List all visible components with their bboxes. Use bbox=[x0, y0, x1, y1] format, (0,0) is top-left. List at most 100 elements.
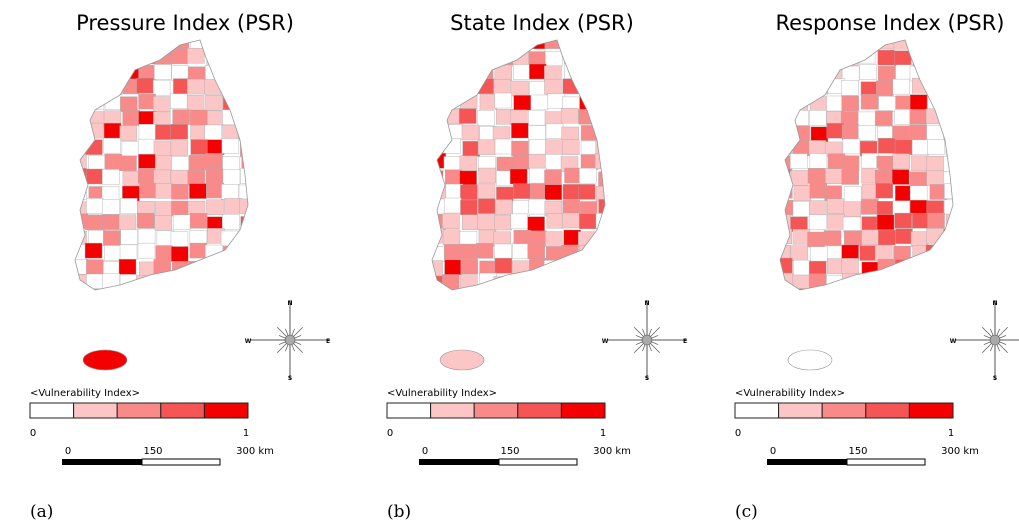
legend-title: <Vulnerability Index> bbox=[735, 388, 845, 399]
district bbox=[527, 243, 545, 260]
district bbox=[85, 77, 104, 94]
district bbox=[791, 110, 809, 126]
district bbox=[876, 201, 895, 217]
district bbox=[432, 63, 443, 79]
coastline bbox=[74, 39, 249, 291]
district bbox=[477, 139, 496, 155]
district bbox=[874, 245, 893, 261]
scale-bar-black bbox=[767, 459, 847, 465]
district bbox=[544, 231, 563, 247]
coastline bbox=[431, 39, 606, 291]
district bbox=[792, 47, 810, 64]
district bbox=[238, 40, 248, 49]
district bbox=[511, 140, 529, 157]
district bbox=[152, 79, 171, 96]
district bbox=[793, 64, 811, 81]
district bbox=[443, 50, 462, 66]
district bbox=[790, 95, 808, 112]
district bbox=[946, 81, 953, 98]
district bbox=[103, 137, 121, 154]
district bbox=[544, 289, 562, 290]
district bbox=[444, 244, 462, 260]
district bbox=[188, 154, 207, 171]
district bbox=[86, 168, 104, 185]
district bbox=[561, 260, 580, 277]
district bbox=[545, 51, 563, 67]
district bbox=[860, 291, 877, 306]
scale-label: 300 km bbox=[236, 446, 274, 457]
district bbox=[596, 244, 605, 261]
district bbox=[85, 214, 103, 231]
district bbox=[102, 214, 120, 230]
district bbox=[792, 274, 811, 290]
district bbox=[545, 154, 563, 170]
district bbox=[878, 229, 896, 246]
district bbox=[844, 40, 862, 52]
district bbox=[442, 213, 460, 230]
scale-label: 0 bbox=[770, 446, 776, 457]
district bbox=[894, 212, 912, 229]
district bbox=[86, 198, 104, 214]
district bbox=[878, 96, 896, 112]
district bbox=[445, 79, 463, 95]
district bbox=[171, 246, 189, 262]
legend-swatch bbox=[517, 402, 562, 419]
district bbox=[894, 139, 913, 156]
district bbox=[223, 273, 241, 289]
compass-label: S bbox=[288, 375, 292, 382]
scale-label: 0 bbox=[422, 446, 428, 457]
district bbox=[443, 291, 460, 306]
district bbox=[511, 80, 529, 97]
district bbox=[479, 94, 498, 110]
district bbox=[527, 216, 545, 232]
district bbox=[153, 273, 171, 289]
district bbox=[137, 212, 155, 229]
district bbox=[511, 40, 529, 52]
district bbox=[789, 153, 808, 169]
district bbox=[120, 96, 138, 112]
district bbox=[512, 275, 530, 290]
district bbox=[841, 95, 859, 112]
district bbox=[841, 80, 859, 96]
district bbox=[432, 246, 445, 262]
district bbox=[120, 198, 138, 214]
district bbox=[858, 273, 876, 289]
district bbox=[876, 40, 895, 50]
district bbox=[859, 64, 877, 80]
district bbox=[241, 243, 248, 260]
panel-caption: (c) bbox=[735, 502, 758, 522]
jeju-island bbox=[82, 349, 128, 371]
district bbox=[595, 79, 605, 96]
district bbox=[528, 230, 547, 247]
district bbox=[809, 200, 827, 216]
district bbox=[844, 230, 862, 246]
district bbox=[155, 155, 173, 171]
district bbox=[512, 154, 531, 170]
district bbox=[432, 198, 445, 215]
district bbox=[204, 124, 222, 141]
district bbox=[510, 109, 528, 126]
legend-swatch bbox=[908, 402, 954, 419]
district bbox=[75, 230, 87, 247]
district bbox=[580, 125, 599, 141]
district bbox=[874, 169, 893, 186]
district bbox=[205, 153, 223, 169]
district bbox=[909, 185, 928, 201]
district bbox=[105, 291, 122, 306]
district bbox=[223, 257, 241, 274]
district bbox=[207, 110, 225, 127]
scale-label: 300 km bbox=[593, 446, 631, 457]
district bbox=[104, 245, 122, 261]
compass-label: S bbox=[645, 375, 649, 382]
district bbox=[75, 110, 89, 126]
district bbox=[861, 199, 879, 215]
district bbox=[75, 63, 87, 80]
district bbox=[190, 139, 208, 155]
district bbox=[876, 273, 894, 289]
district bbox=[494, 243, 512, 260]
district bbox=[564, 40, 582, 52]
district bbox=[443, 197, 462, 214]
district bbox=[189, 183, 207, 199]
district bbox=[241, 95, 248, 111]
district bbox=[597, 289, 605, 290]
